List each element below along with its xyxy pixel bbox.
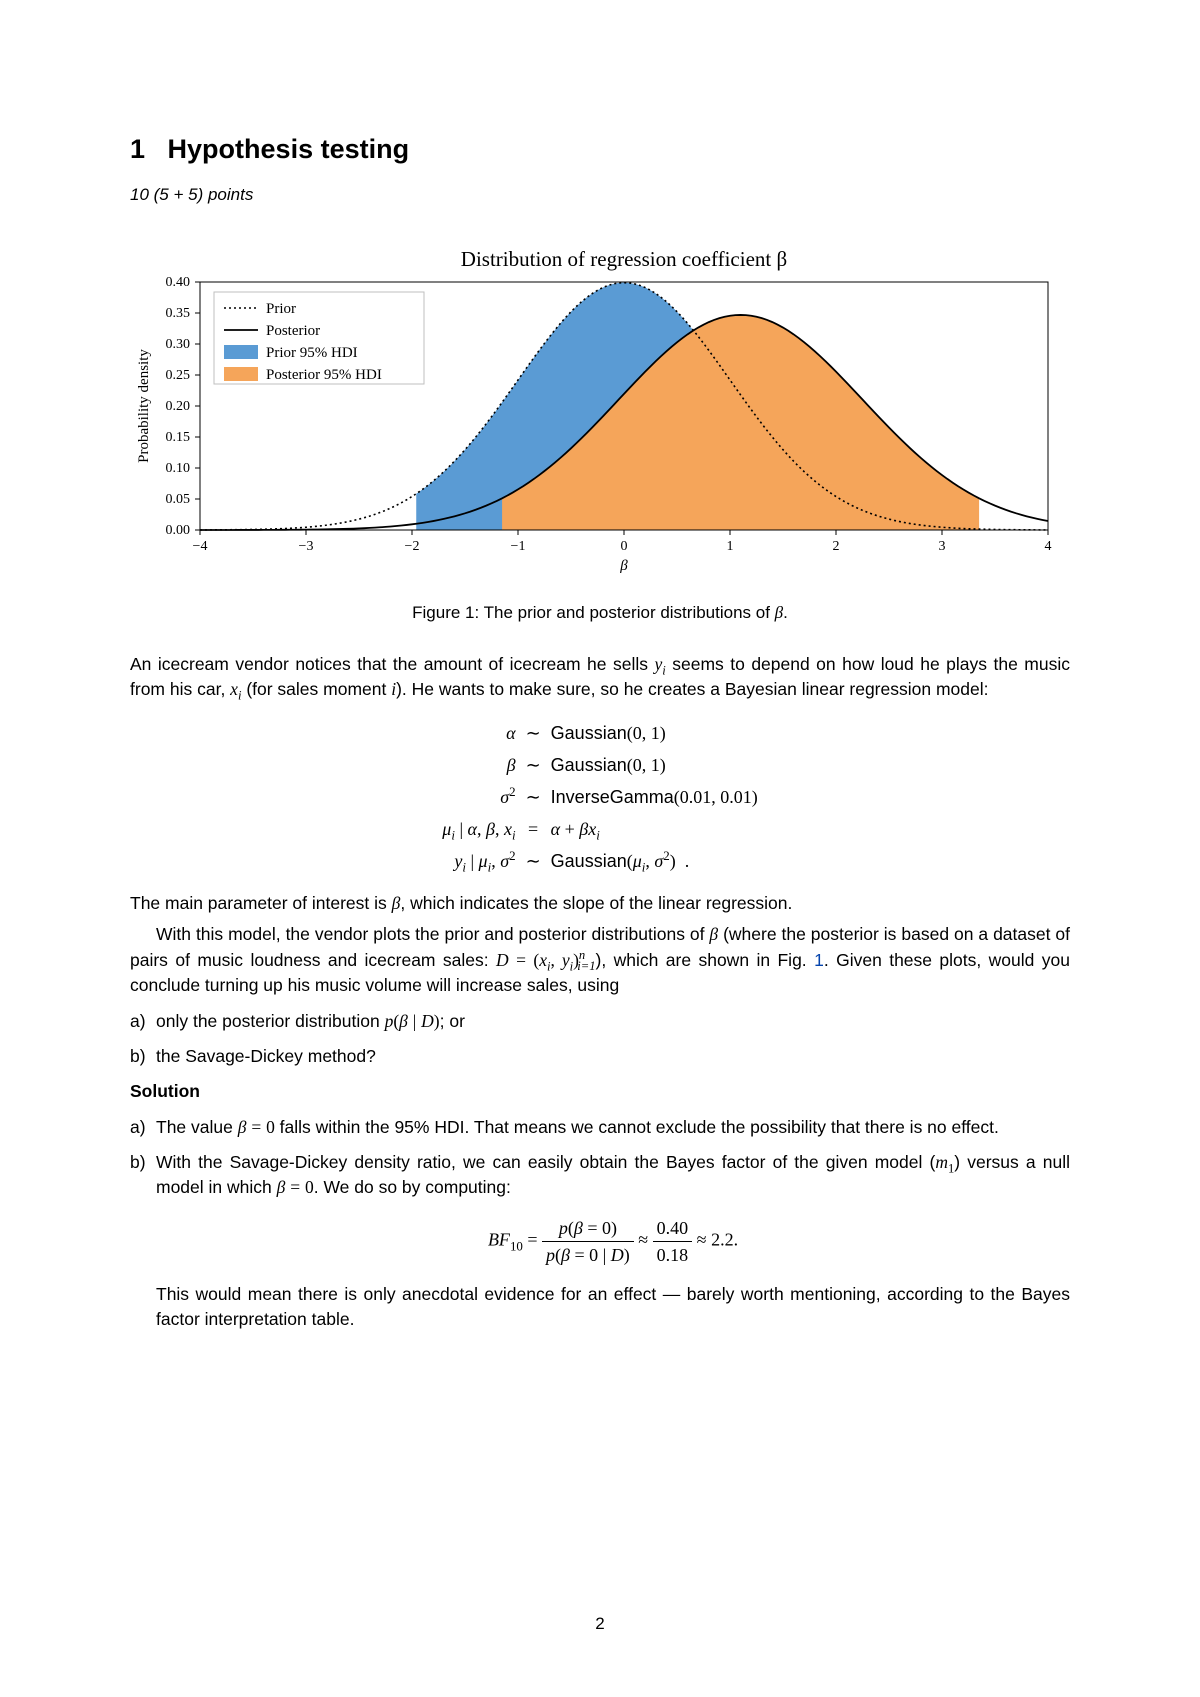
- figure-1: Distribution of regression coefficient β…: [130, 248, 1070, 585]
- caption-var: β: [775, 603, 783, 622]
- page-number: 2: [0, 1612, 1200, 1637]
- svg-text:−1: −1: [511, 539, 526, 554]
- para-interest: The main parameter of interest is β, whi…: [130, 891, 1070, 916]
- svg-text:Distribution of regression coe: Distribution of regression coefficient β: [461, 248, 787, 271]
- svg-text:4: 4: [1045, 539, 1052, 554]
- eq-sigma: σ2 ∼ InverseGamma(0.01, 0.01): [438, 781, 761, 813]
- svg-text:0: 0: [621, 539, 628, 554]
- eq-y: yi | μi, σ2 ∼ Gaussian(μi, σ2) .: [438, 845, 761, 877]
- question-b: b) the Savage-Dickey method?: [130, 1044, 1070, 1069]
- svg-text:0.10: 0.10: [166, 461, 191, 476]
- eq-alpha: α ∼ Gaussian(0, 1): [438, 717, 761, 749]
- caption-suffix: .: [783, 603, 788, 622]
- section-title: Hypothesis testing: [168, 134, 410, 164]
- svg-text:0.40: 0.40: [166, 275, 191, 290]
- svg-text:Prior: Prior: [266, 301, 296, 317]
- var-yi: yi: [654, 654, 665, 674]
- svg-text:β: β: [619, 558, 628, 574]
- bf-equation: BF10 = p(β = 0) p(β = 0 | D) ≈ 0.40 0.18…: [156, 1215, 1070, 1268]
- svg-text:0.25: 0.25: [166, 368, 191, 383]
- caption-prefix: Figure 1: The prior and posterior distri…: [412, 603, 775, 622]
- svg-text:3: 3: [939, 539, 946, 554]
- svg-text:−2: −2: [405, 539, 420, 554]
- svg-text:Posterior 95% HDI: Posterior 95% HDI: [266, 367, 382, 383]
- solution-heading: Solution: [130, 1079, 1070, 1104]
- solution-a: a) The value β = 0 falls within the 95% …: [130, 1115, 1070, 1140]
- svg-text:2: 2: [833, 539, 840, 554]
- page: 1 Hypothesis testing 10 (5 + 5) points D…: [0, 0, 1200, 1697]
- fig-ref-1[interactable]: 1: [814, 950, 824, 970]
- question-list: a) only the posterior distribution p(β |…: [130, 1009, 1070, 1070]
- svg-text:0.30: 0.30: [166, 337, 191, 352]
- figure-caption: Figure 1: The prior and posterior distri…: [130, 601, 1070, 626]
- section-heading: 1 Hypothesis testing: [130, 130, 1070, 169]
- model-equations: α ∼ Gaussian(0, 1) β ∼ Gaussian(0, 1) σ2…: [130, 717, 1070, 877]
- svg-text:Prior 95% HDI: Prior 95% HDI: [266, 345, 358, 361]
- svg-text:0.15: 0.15: [166, 430, 191, 445]
- svg-text:−4: −4: [193, 539, 208, 554]
- svg-text:−3: −3: [299, 539, 314, 554]
- points-line: 10 (5 + 5) points: [130, 183, 1070, 208]
- solution-b: b) With the Savage-Dickey density ratio,…: [130, 1150, 1070, 1333]
- svg-text:0.35: 0.35: [166, 306, 191, 321]
- eq-mu: μi | α, β, xi = α + βxi: [438, 813, 761, 845]
- var-xi: xi: [230, 679, 241, 699]
- svg-text:0.05: 0.05: [166, 492, 191, 507]
- eq-beta: β ∼ Gaussian(0, 1): [438, 749, 761, 781]
- svg-text:0.20: 0.20: [166, 399, 191, 414]
- svg-text:1: 1: [727, 539, 734, 554]
- para-plots: With this model, the vendor plots the pr…: [130, 922, 1070, 998]
- svg-text:Posterior: Posterior: [266, 323, 320, 339]
- intro-paragraph: An icecream vendor notices that the amou…: [130, 652, 1070, 703]
- svg-text:Probability density: Probability density: [136, 348, 152, 462]
- svg-text:0.00: 0.00: [166, 523, 191, 538]
- question-a: a) only the posterior distribution p(β |…: [130, 1009, 1070, 1034]
- chart-svg: Distribution of regression coefficient β…: [130, 248, 1064, 578]
- section-number: 1: [130, 134, 145, 164]
- solution-list: a) The value β = 0 falls within the 95% …: [130, 1115, 1070, 1333]
